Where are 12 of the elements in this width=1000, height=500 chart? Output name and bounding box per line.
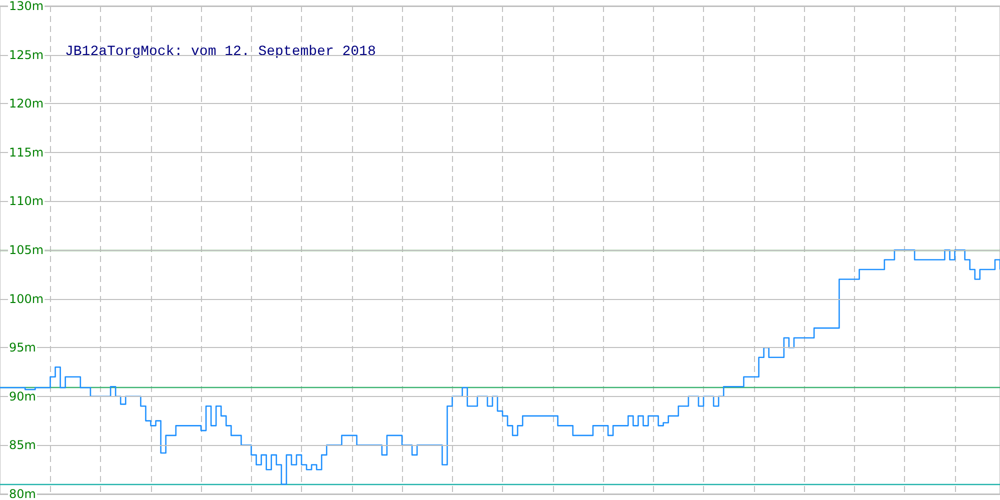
y-tick-label: 85m xyxy=(9,438,36,452)
y-tick-label: 125m xyxy=(9,48,44,62)
y-tick-label: 130m xyxy=(9,0,44,13)
y-tick-label: 90m xyxy=(9,389,36,404)
y-tick-label: 80m xyxy=(9,487,36,500)
y-tick-label: 100m xyxy=(9,292,44,306)
y-tick-label: 105m xyxy=(9,243,44,257)
text: JB12aTorgMock: vom 12. September 2018 xyxy=(65,44,376,60)
y-tick-label: 95m xyxy=(9,340,36,355)
y-tick-label: 120m xyxy=(9,96,44,111)
y-tick-label: 110m xyxy=(9,194,44,208)
y-tick-label: 115m xyxy=(9,145,44,160)
